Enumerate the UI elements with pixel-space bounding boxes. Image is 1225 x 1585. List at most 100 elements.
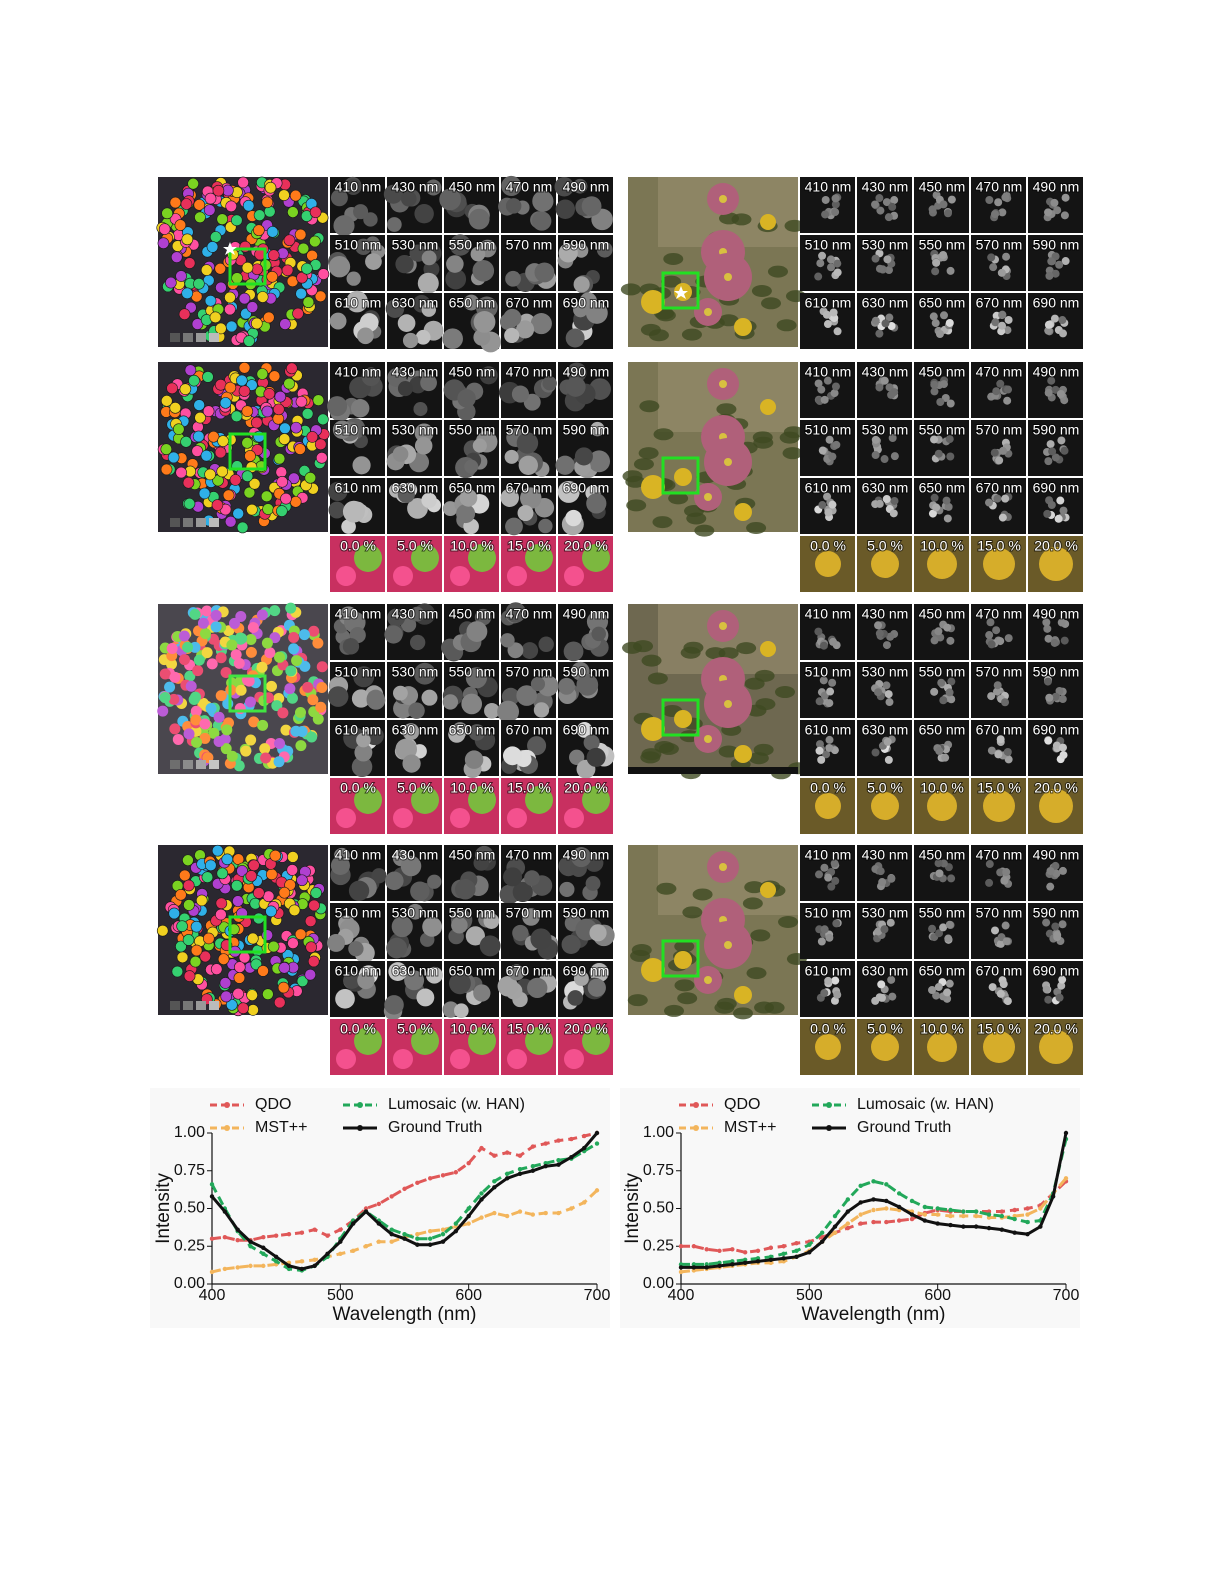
bead <box>261 929 274 941</box>
swatch <box>196 1001 206 1010</box>
data-point <box>961 1213 966 1219</box>
data-point <box>730 1259 735 1264</box>
yellow-flower <box>760 214 776 230</box>
wavelength-label: 590 nm <box>1033 905 1080 921</box>
bead-blob <box>559 881 575 897</box>
tile-background <box>914 362 969 418</box>
flower-blob <box>1044 326 1053 335</box>
bead <box>224 515 237 528</box>
bead-blob <box>461 693 483 715</box>
flower-blob <box>1057 618 1066 627</box>
flower-blob <box>1051 453 1060 462</box>
flower-blob <box>884 213 893 222</box>
wavelength-label: 590 nm <box>563 905 610 921</box>
flower-blob <box>887 322 896 331</box>
spectral-tile <box>385 845 442 902</box>
leaf <box>751 285 772 298</box>
legend-label: Ground Truth <box>857 1119 951 1136</box>
bead-blob <box>442 501 458 517</box>
bead <box>244 696 256 708</box>
legend-marker <box>693 1102 699 1108</box>
flower-blob <box>827 882 836 891</box>
wavelength-label: 610 nm <box>335 480 382 496</box>
bead-blob <box>420 374 437 392</box>
wavelength-label: 650 nm <box>919 963 966 979</box>
bead <box>316 452 328 464</box>
bead-blob <box>518 455 538 475</box>
bead-blob <box>366 691 386 710</box>
wavelength-label: 550 nm <box>449 905 496 921</box>
noise-label: 10.0 % <box>450 1021 494 1037</box>
flower-blob <box>1053 206 1062 215</box>
flower-blob <box>928 205 937 214</box>
noise-tile <box>558 778 613 834</box>
flower-blob <box>875 194 884 203</box>
data-point <box>492 1179 497 1184</box>
wavelength-label: 630 nm <box>862 480 909 496</box>
legend-marker <box>693 1125 699 1131</box>
noise-label: 20.0 % <box>1034 780 1078 796</box>
data-point <box>781 1259 786 1264</box>
blob <box>468 544 496 572</box>
bead <box>278 962 291 974</box>
bead <box>285 665 297 677</box>
spectral-tile <box>330 961 385 1017</box>
bead <box>317 268 330 280</box>
noise-tile <box>800 536 855 592</box>
flower-blob <box>935 330 944 339</box>
beads-image <box>156 176 330 347</box>
spectral-tile <box>330 417 385 476</box>
data-point <box>986 1225 992 1231</box>
noise-tile <box>558 536 613 592</box>
bead-blob <box>565 509 582 527</box>
wavelength-label: 450 nm <box>919 179 966 195</box>
bead <box>160 395 173 407</box>
flower-blob <box>944 934 953 943</box>
wavelength-label: 470 nm <box>506 179 553 195</box>
bead <box>242 199 255 212</box>
spectral-tile <box>971 961 1026 1017</box>
flower-blob <box>1042 918 1051 927</box>
wavelength-label: 670 nm <box>976 963 1023 979</box>
data-point <box>730 1262 735 1267</box>
legend-marker <box>224 1102 230 1108</box>
data-point <box>986 1215 992 1220</box>
flower-blob <box>882 495 891 504</box>
spectral-tile <box>971 604 1026 660</box>
bead <box>202 932 215 945</box>
bead <box>261 196 274 209</box>
wavelength-label: 570 nm <box>976 905 1023 921</box>
bead <box>287 937 299 950</box>
bead-blob <box>365 253 382 270</box>
wavelength-label: 550 nm <box>449 422 496 438</box>
spectral-tile <box>444 720 499 779</box>
flower-blob <box>1046 440 1055 449</box>
data-point <box>415 1242 420 1247</box>
bead-blob <box>397 380 413 397</box>
data-point <box>248 1239 253 1244</box>
spectral-tile <box>857 235 912 291</box>
bead-blob <box>350 399 370 418</box>
wavelength-label: 570 nm <box>506 237 553 253</box>
spectral-tile <box>558 720 615 779</box>
data-point <box>704 1262 709 1267</box>
spectral-tile <box>1028 845 1083 901</box>
leaf <box>694 524 715 537</box>
spectral-tile <box>1028 604 1083 660</box>
flower-blob <box>947 195 956 204</box>
flower-blob <box>1053 931 1062 940</box>
leaf <box>664 1004 685 1017</box>
bead-blob <box>589 924 607 942</box>
y-tick-label: 0.00 <box>643 1275 674 1292</box>
yellow-flower <box>641 475 665 499</box>
data-point <box>543 1141 548 1146</box>
bead-blob <box>414 437 433 455</box>
leaf <box>718 647 739 660</box>
spectral-tile <box>971 845 1026 901</box>
yellow-flower <box>674 710 692 728</box>
swatch <box>209 760 219 769</box>
flower-blob <box>930 435 939 444</box>
bead <box>161 207 173 220</box>
bead <box>178 869 191 882</box>
wavelength-label: 450 nm <box>919 364 966 380</box>
